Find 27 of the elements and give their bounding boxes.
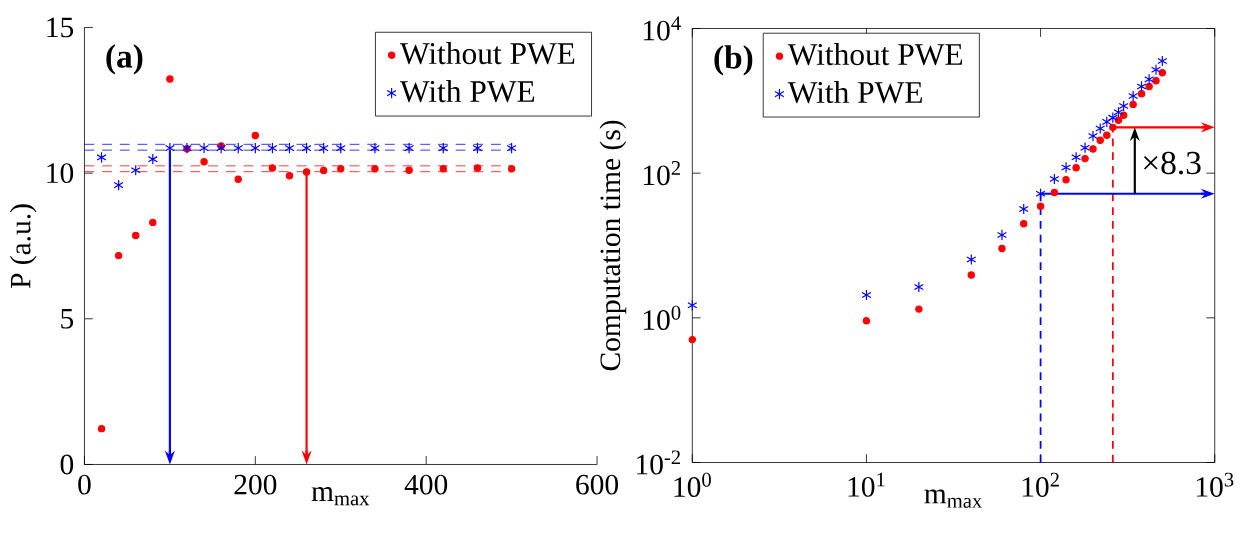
x-tick-label: 600 [576, 474, 619, 495]
annotation: (a) [106, 44, 143, 75]
x-tick-label: 10$^{0}$ [674, 472, 711, 497]
legend-label: With PWE [399, 79, 535, 103]
legend-label: Without PWE [399, 42, 575, 65]
x-axis-title: m$_{max}$ [311, 487, 370, 506]
y-tick-label: 10$^{0}$ [643, 305, 681, 330]
x-tick-label: 0 [78, 474, 91, 495]
legend-label: With PWE [787, 80, 922, 104]
y-tick-label: 0 [60, 454, 74, 475]
x-tick-label: 400 [404, 474, 448, 495]
y-tick-label: 15 [47, 17, 74, 38]
x-tick-label: 10$^{1}$ [848, 472, 885, 497]
y-tick-label: 5 [61, 308, 74, 329]
y-axis-title: Computation time (s) [599, 120, 627, 371]
x-tick-label: 10$^{2}$ [1022, 472, 1059, 497]
y-axis-title: P (a.u.) [9, 204, 37, 289]
annotation: ×8.3 [1143, 151, 1201, 175]
x-axis-title: m$_{max}$ [924, 489, 982, 508]
y-tick-label: 10 [47, 163, 74, 184]
y-tick-label: 10$^{2}$ [643, 161, 680, 186]
y-tick-label: 10$^{4}$ [643, 16, 681, 41]
y-tick-label: 10$^{-2}$ [637, 450, 680, 475]
legend-label: Without PWE [787, 42, 963, 66]
x-tick-label: 10$^{3}$ [1196, 472, 1234, 497]
x-tick-label: 200 [234, 474, 277, 495]
annotation: (b) [714, 45, 753, 76]
